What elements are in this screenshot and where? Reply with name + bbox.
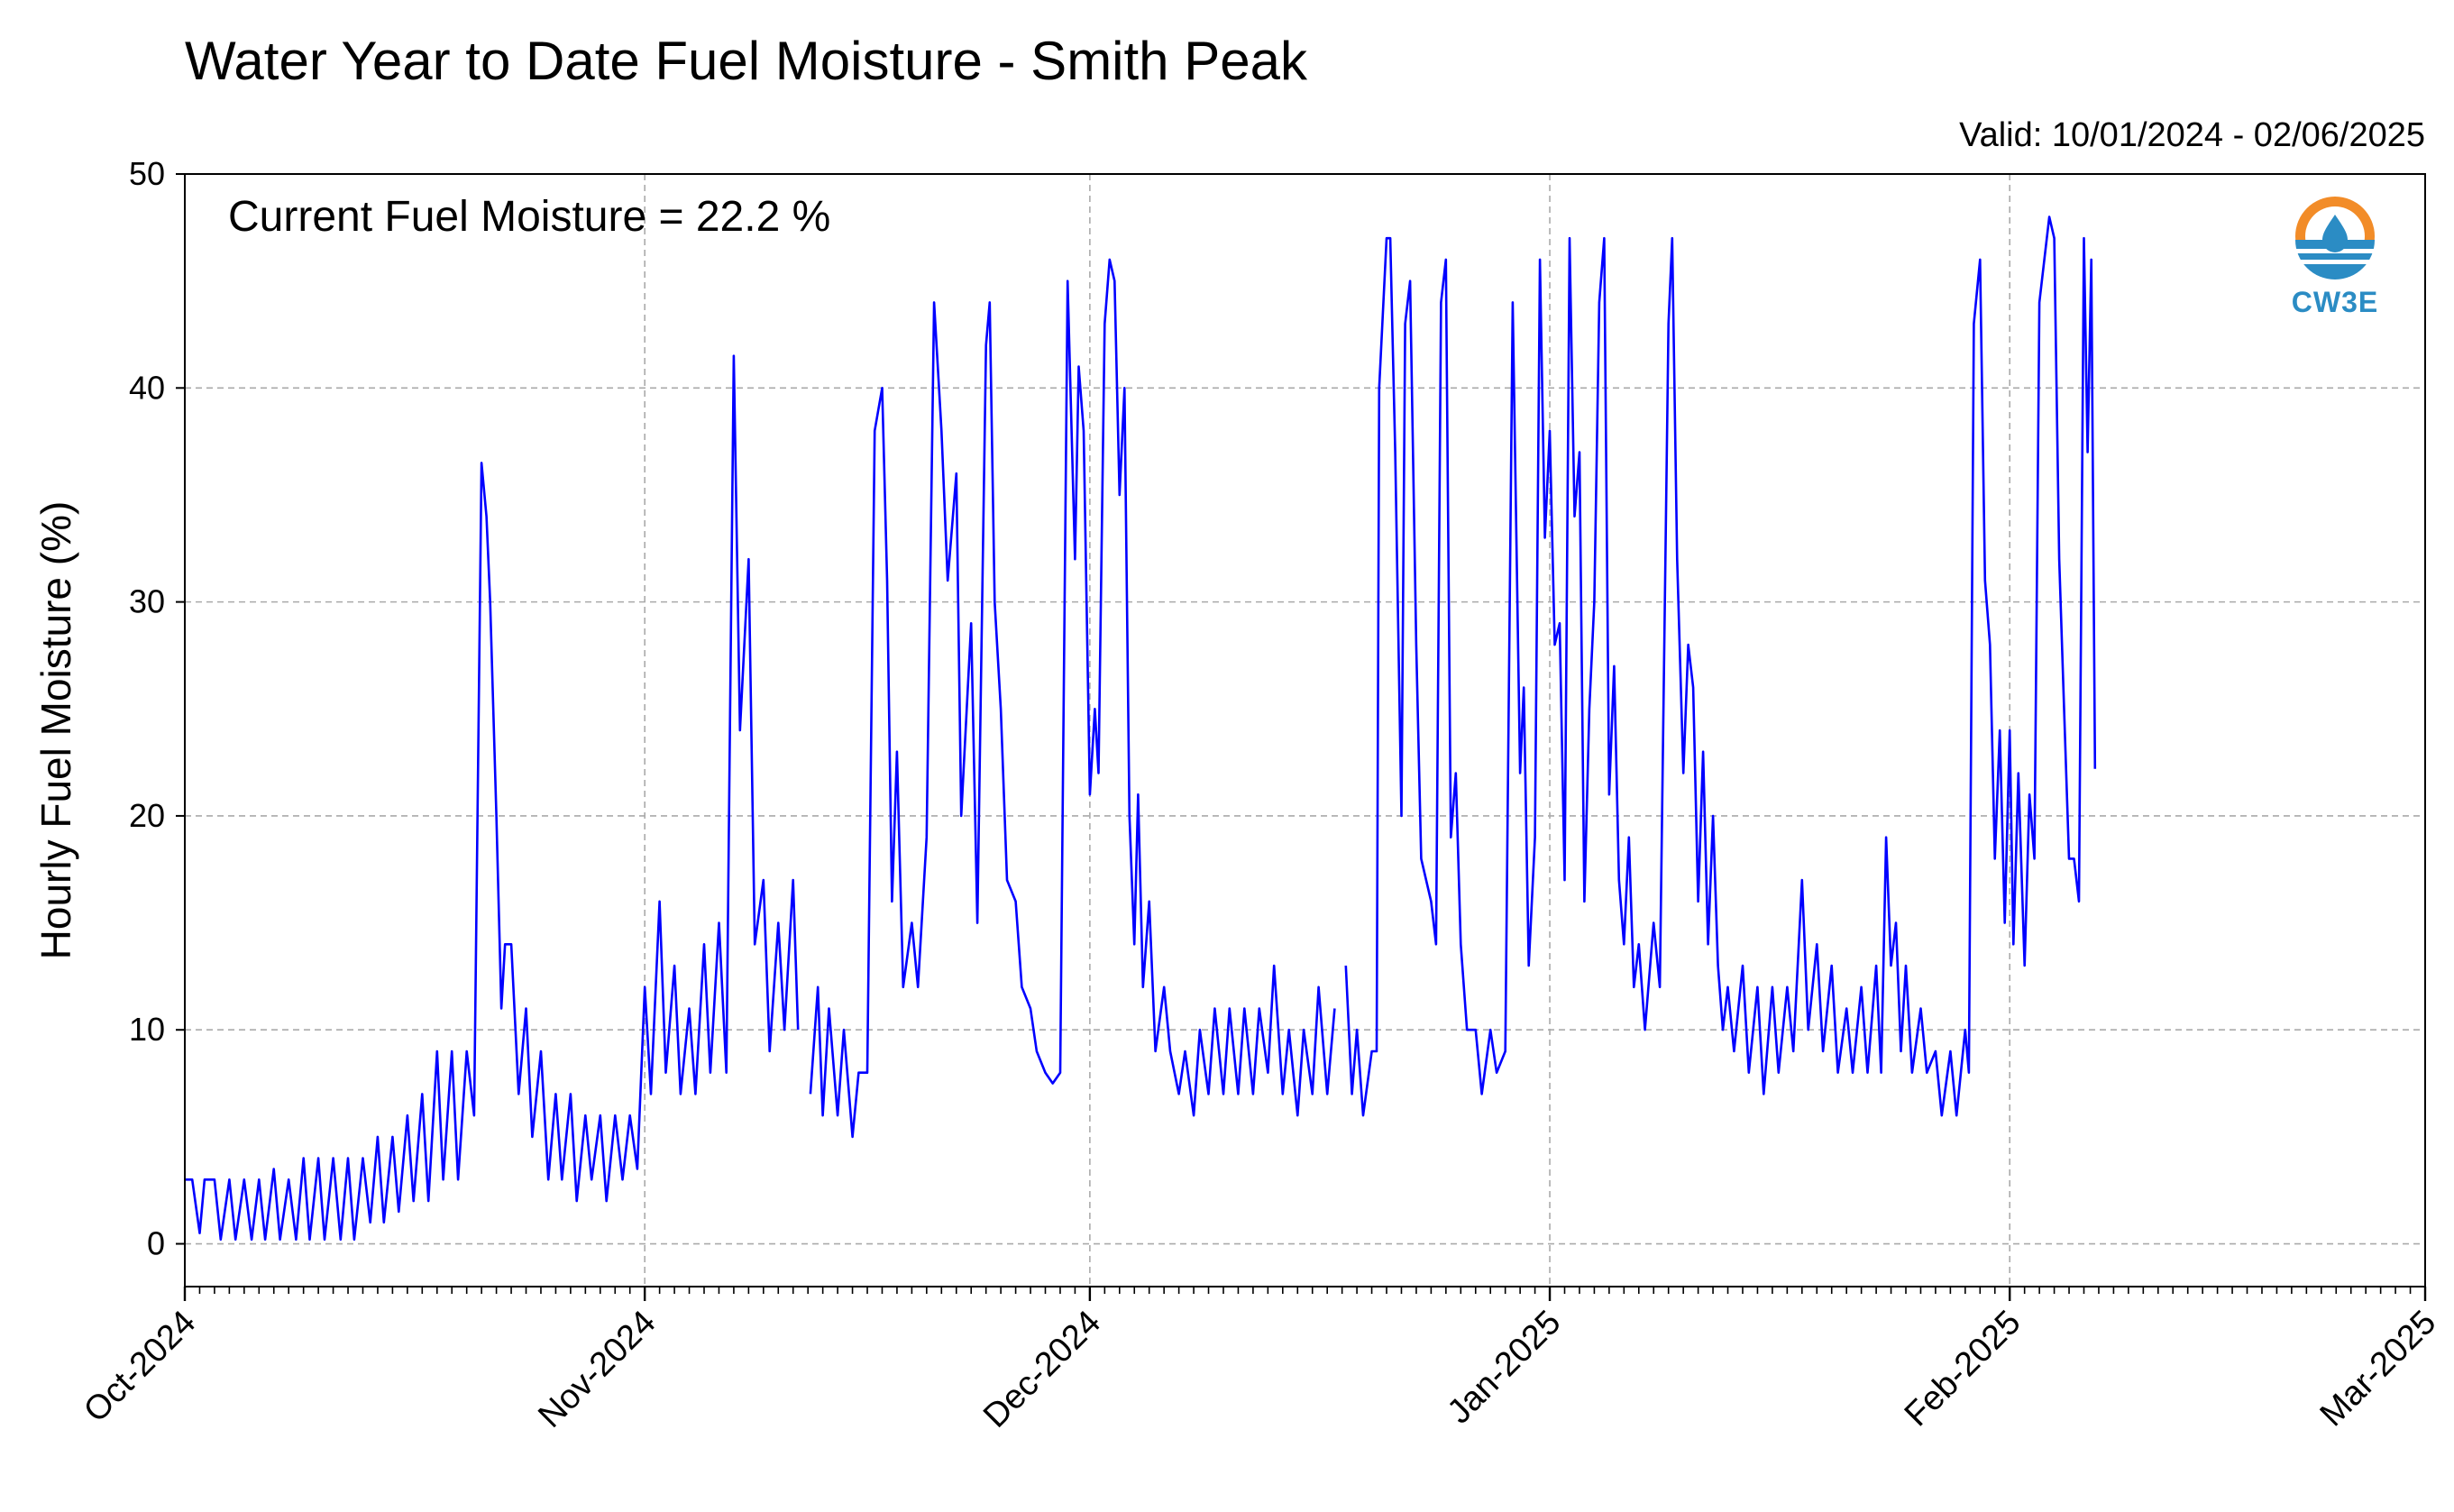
y-axis-ticks: 0 10 20 30 40 50	[129, 155, 185, 1262]
x-tick-label: Oct-2024	[77, 1304, 203, 1430]
x-tick-label: Jan-2025	[1441, 1304, 1569, 1432]
series-line-fuel-moisture	[185, 215, 2097, 1242]
x-tick-label: Mar-2025	[2313, 1304, 2444, 1434]
logo-text: CW3E	[2292, 286, 2378, 318]
x-axis-minor-ticks	[184, 1287, 2426, 1294]
x-tick-label: Dec-2024	[976, 1304, 1108, 1435]
cw3e-logo: CW3E	[2292, 197, 2378, 318]
current-moisture-annotation: Current Fuel Moisture = 22.2 %	[228, 193, 830, 241]
y-tick-label: 40	[129, 369, 165, 406]
y-tick-label: 50	[129, 155, 165, 192]
chart-subtitle: Valid: 10/01/2024 - 02/06/2025	[1959, 116, 2425, 154]
x-tick-label: Nov-2024	[531, 1304, 663, 1435]
y-tick-label: 10	[129, 1011, 165, 1048]
droplet-icon	[2322, 215, 2348, 252]
y-tick-label: 20	[129, 797, 165, 834]
plot-frame	[184, 173, 2426, 1287]
y-tick-label: 30	[129, 583, 165, 620]
x-tick-label: Feb-2025	[1898, 1304, 2028, 1434]
logo-wave-band-2	[2295, 260, 2375, 264]
chart-title: Water Year to Date Fuel Moisture - Smith…	[185, 31, 1308, 91]
y-axis-label: Hourly Fuel Moisture (%)	[32, 501, 79, 960]
x-axis-ticks: Oct-2024 Nov-2024 Dec-2024 Jan-2025 Feb-2025…	[77, 1287, 2443, 1435]
y-tick-label: 0	[147, 1225, 165, 1262]
